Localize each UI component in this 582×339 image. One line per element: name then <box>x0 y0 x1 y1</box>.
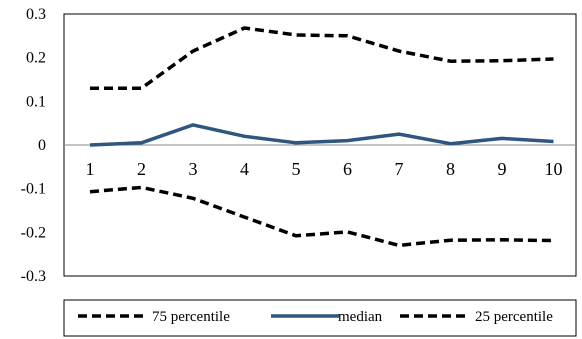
series-lines <box>89 26 554 248</box>
y-tick-label: 0.1 <box>26 93 46 110</box>
y-tick-label: 0.2 <box>26 50 46 67</box>
x-tick-label: 2 <box>137 159 146 179</box>
legend: 75 percentile median 25 percentile <box>78 309 553 325</box>
x-tick-label: 8 <box>446 159 455 179</box>
x-tick-label: 9 <box>498 159 507 179</box>
legend-label: 75 percentile <box>152 309 230 325</box>
x-tick-labels: 1 2 3 4 5 6 7 8 9 10 <box>86 159 563 179</box>
y-tick-label: -0.1 <box>21 181 46 198</box>
series-line-25-percentile <box>89 185 554 248</box>
x-tick-label: 6 <box>343 159 352 179</box>
y-tick-label: -0.3 <box>21 268 46 285</box>
x-tick-label: 3 <box>189 159 198 179</box>
y-tick-label: 0.3 <box>26 6 46 23</box>
x-tick-label: 7 <box>395 159 404 179</box>
y-tick-label: 0 <box>38 137 46 154</box>
legend-label: 25 percentile <box>475 309 553 325</box>
x-tick-label: 10 <box>545 159 563 179</box>
x-tick-label: 5 <box>292 159 301 179</box>
x-tick-label: 1 <box>86 159 95 179</box>
series-line-75-percentile <box>90 26 554 90</box>
y-tick-label: -0.2 <box>21 224 46 241</box>
legend-box <box>63 299 577 337</box>
x-tick-label: 4 <box>240 159 249 179</box>
y-tick-labels: 0.3 0.2 0.1 0 -0.1 -0.2 -0.3 <box>21 6 46 285</box>
legend-label: median <box>338 309 383 325</box>
series-line-median <box>89 123 554 147</box>
